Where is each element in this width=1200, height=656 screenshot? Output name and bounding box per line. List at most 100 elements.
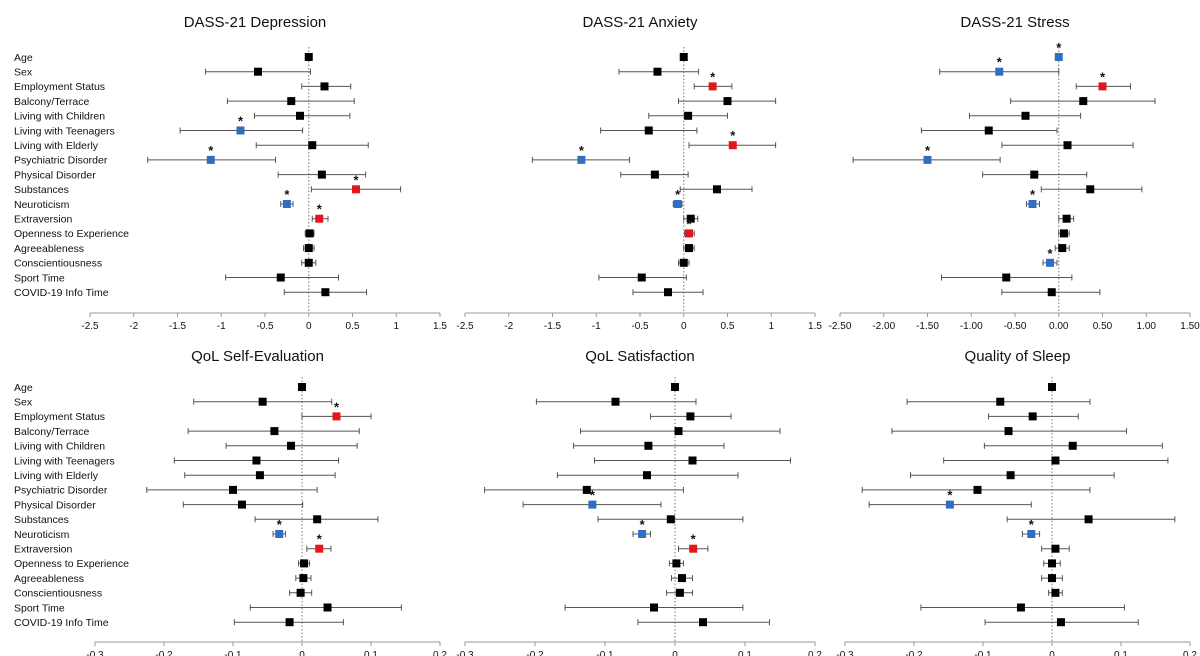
point-estimate-marker (287, 97, 296, 106)
point-estimate-marker (674, 427, 683, 436)
y-axis-label: Age (14, 52, 33, 64)
y-axis-label: Employment Status (14, 81, 105, 93)
point-estimate-marker (298, 383, 306, 391)
point-estimate-marker (315, 214, 324, 223)
point-estimate-marker (1063, 141, 1072, 150)
x-tick-label: 0 (1049, 650, 1055, 656)
y-axis-label: Employment Status (14, 411, 105, 423)
point-estimate-marker (1006, 471, 1015, 480)
significance-star: * (334, 399, 340, 414)
significance-star: * (997, 55, 1003, 70)
significance-star: * (947, 488, 953, 503)
significance-star: * (590, 488, 596, 503)
point-estimate-marker (684, 111, 693, 120)
point-estimate-marker (320, 82, 329, 91)
x-tick-label: -0.1 (974, 650, 992, 656)
point-estimate-marker (1079, 97, 1088, 106)
y-axis-label: Sex (14, 397, 33, 409)
significance-star: * (353, 172, 359, 187)
x-tick-label: 1 (393, 321, 399, 332)
point-estimate-marker (1051, 588, 1060, 597)
point-estimate-marker (675, 588, 684, 597)
point-estimate-marker (321, 288, 330, 297)
point-estimate-marker (708, 82, 717, 91)
y-axis-label: Substances (14, 184, 69, 196)
point-estimate-marker (996, 397, 1005, 406)
x-tick-label: -0.1 (224, 650, 242, 656)
y-axis-label: Balcony/Terrace (14, 96, 89, 108)
point-estimate-marker (352, 185, 360, 194)
significance-star: * (1100, 69, 1106, 84)
significance-star: * (284, 187, 290, 202)
point-estimate-marker (984, 126, 993, 135)
point-estimate-marker (237, 500, 246, 509)
point-estimate-marker (995, 67, 1004, 76)
significance-star: * (1029, 517, 1035, 532)
point-estimate-marker (1098, 82, 1107, 91)
y-axis-label: Sex (14, 67, 33, 79)
point-estimate-marker (666, 515, 675, 524)
significance-star: * (675, 187, 681, 202)
point-estimate-marker (304, 244, 313, 253)
point-estimate-marker (1030, 170, 1039, 179)
point-estimate-marker (653, 67, 662, 76)
x-tick-label: 0.2 (433, 650, 447, 656)
x-tick-label: 0 (306, 321, 312, 332)
point-estimate-marker (299, 574, 308, 583)
significance-star: * (317, 202, 323, 217)
y-axis-label: Living with Elderly (14, 470, 99, 482)
point-estimate-marker (699, 618, 707, 627)
significance-star: * (317, 532, 323, 547)
y-axis-label: Living with Children (14, 441, 105, 453)
point-estimate-marker (1062, 214, 1071, 223)
point-estimate-marker (582, 485, 591, 494)
point-estimate-marker (1028, 200, 1037, 208)
point-estimate-marker (685, 229, 693, 238)
point-estimate-marker (313, 515, 322, 524)
y-axis-label: Openness to Experience (14, 228, 129, 240)
point-estimate-marker (1021, 111, 1030, 120)
point-estimate-marker (317, 170, 326, 179)
y-axis-label: Neuroticism (14, 529, 70, 541)
point-estimate-marker (1060, 229, 1068, 238)
x-tick-label: -2 (129, 321, 138, 332)
point-estimate-marker (671, 383, 679, 391)
significance-star: * (686, 216, 692, 231)
x-tick-label: -0.2 (155, 650, 173, 656)
panel-title: DASS-21 Stress (960, 14, 1069, 31)
significance-star: * (691, 532, 697, 547)
point-estimate-marker (650, 603, 658, 612)
x-tick-label: 0.1 (364, 650, 378, 656)
point-estimate-marker (296, 111, 304, 120)
significance-star: * (1056, 40, 1062, 55)
point-estimate-marker (611, 397, 620, 406)
point-estimate-marker (1051, 544, 1060, 553)
point-estimate-marker (1051, 456, 1060, 465)
x-tick-label: -1 (592, 321, 601, 332)
point-estimate-marker (1048, 574, 1056, 583)
panel-title: QoL Self-Evaluation (191, 348, 324, 365)
y-axis-label: Substances (14, 514, 69, 526)
x-tick-label: 1.50 (1180, 321, 1200, 332)
point-estimate-marker (644, 126, 653, 135)
point-estimate-marker (723, 97, 732, 106)
y-axis-label: Conscientiousness (14, 588, 102, 600)
x-tick-label: 1.00 (1137, 321, 1157, 332)
y-axis-label: Extraversion (14, 544, 73, 556)
x-tick-label: 1 (768, 321, 774, 332)
point-estimate-marker (236, 126, 245, 135)
x-tick-label: -0.50 (1004, 321, 1027, 332)
point-estimate-marker (1004, 427, 1013, 436)
x-tick-label: -0.5 (631, 321, 649, 332)
x-tick-label: -1.50 (916, 321, 939, 332)
point-estimate-marker (643, 471, 651, 480)
significance-star: * (925, 143, 931, 158)
point-estimate-marker (229, 485, 237, 494)
point-estimate-marker (1028, 412, 1037, 421)
point-estimate-marker (258, 397, 267, 406)
x-tick-label: -0.3 (86, 650, 104, 656)
x-tick-label: 0 (681, 321, 687, 332)
significance-star: * (579, 143, 585, 158)
significance-star: * (277, 517, 283, 532)
y-axis-label: Living with Teenagers (14, 125, 115, 137)
